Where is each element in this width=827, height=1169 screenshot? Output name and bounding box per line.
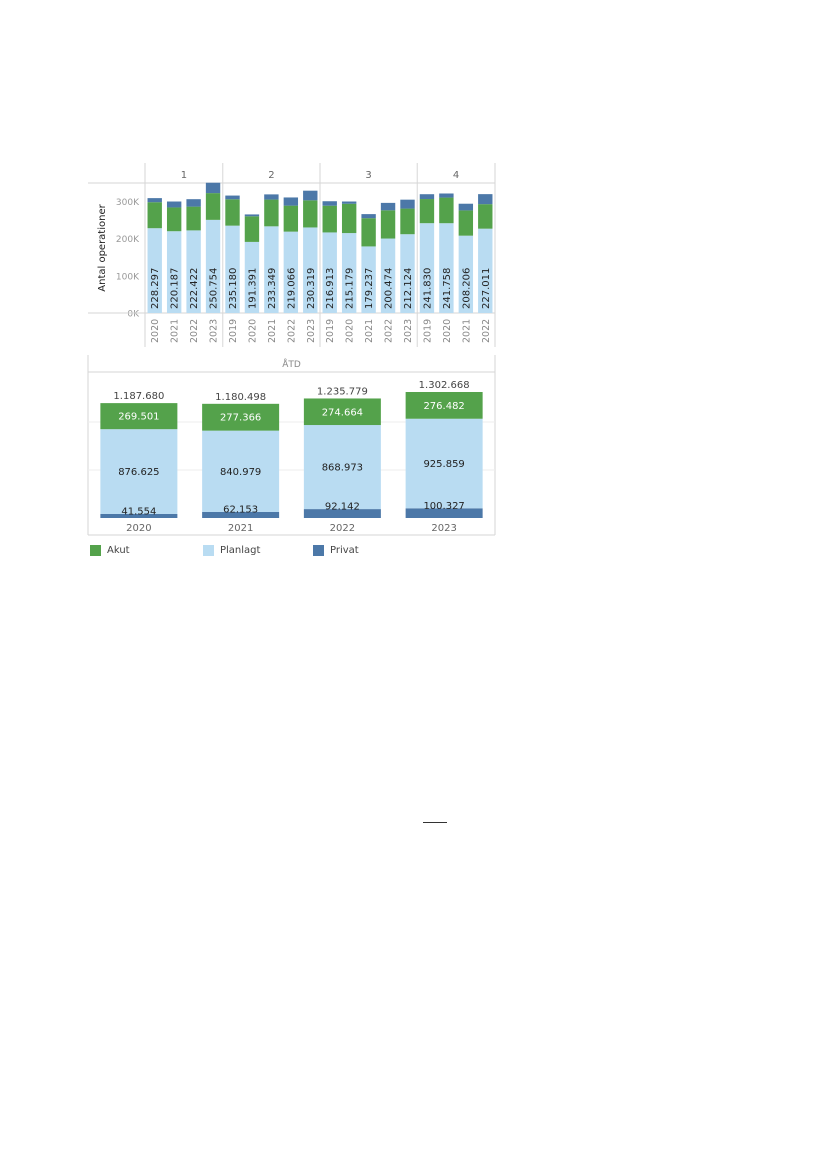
ytd-stacked-bar-chart: ÅTD 41.554 876.625 269.501 1.187.680 2020 62.1… <box>0 0 827 545</box>
bar-total-label: 1.235.779 <box>317 386 368 397</box>
bar-total-label: 1.187.680 <box>113 391 164 402</box>
legend-label-akut: Akut <box>107 545 130 556</box>
bar-value-label-privat: 92.142 <box>325 502 360 513</box>
bar-value-label-privat: 100.327 <box>423 501 464 512</box>
bar-total-label: 1.180.498 <box>215 392 266 403</box>
bar-total-label: 1.302.668 <box>419 380 470 391</box>
x-tick-label: 2022 <box>330 523 355 534</box>
chart-title: ÅTD <box>282 358 301 370</box>
bar-value-label-planlagt: 840.979 <box>220 467 261 478</box>
legend-label-planlagt: Planlagt <box>220 545 260 556</box>
bar-value-label-akut: 276.482 <box>423 401 464 412</box>
x-tick-label: 2020 <box>126 523 151 534</box>
bar-value-label-akut: 274.664 <box>322 407 363 418</box>
bar-value-label-akut: 269.501 <box>118 412 159 423</box>
bar-value-label-akut: 277.366 <box>220 413 261 424</box>
legend-item-planlagt: Planlagt <box>203 545 260 556</box>
legend-swatch-planlagt <box>203 545 214 556</box>
bar-value-label-planlagt: 868.973 <box>322 463 363 474</box>
legend-item-privat: Privat <box>313 545 359 556</box>
bar-value-label-privat: 62.153 <box>223 504 258 515</box>
page-mark-line <box>423 822 447 823</box>
bar-value-label-planlagt: 876.625 <box>118 467 159 478</box>
legend-swatch-akut <box>90 545 101 556</box>
legend: Akut Planlagt Privat <box>90 545 510 561</box>
bar-value-label-privat: 41.554 <box>121 506 156 517</box>
legend-label-privat: Privat <box>330 545 359 556</box>
x-tick-label: 2023 <box>431 523 456 534</box>
legend-swatch-privat <box>313 545 324 556</box>
bar-value-label-planlagt: 925.859 <box>423 459 464 470</box>
legend-item-akut: Akut <box>90 545 130 556</box>
x-tick-label: 2021 <box>228 523 253 534</box>
